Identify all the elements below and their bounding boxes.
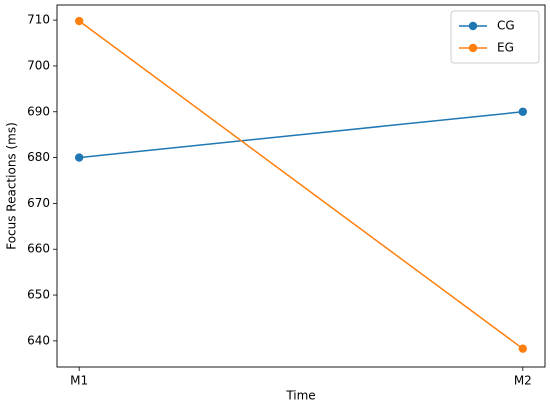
series-line (78, 20, 524, 350)
legend-label: CG (497, 19, 515, 33)
y-tick-label: 660 (27, 242, 50, 256)
y-tick-label: 650 (27, 288, 50, 302)
y-tick-label: 690 (27, 104, 50, 118)
point (518, 107, 528, 116)
legend-marker (468, 21, 478, 31)
y-tick-label: 640 (27, 333, 50, 347)
legend-marker (468, 43, 478, 53)
legend-box (450, 10, 540, 64)
point (518, 344, 528, 353)
point (74, 153, 84, 162)
series-line (79, 111, 523, 159)
y-tick-label: 700 (27, 58, 50, 72)
x-axis-label: Time (285, 389, 315, 403)
y-tick-label: 670 (27, 196, 50, 210)
x-tick-label: M1 (70, 374, 88, 388)
legend-label: EG (497, 41, 514, 55)
x-tick-label: M2 (514, 374, 532, 388)
point (74, 16, 84, 26)
y-axis-label: Focus Reactions (ms) (5, 122, 19, 250)
y-tick-label: 680 (27, 150, 50, 164)
plot-frame (56, 4, 546, 368)
y-tick-label: 710 (27, 13, 50, 27)
